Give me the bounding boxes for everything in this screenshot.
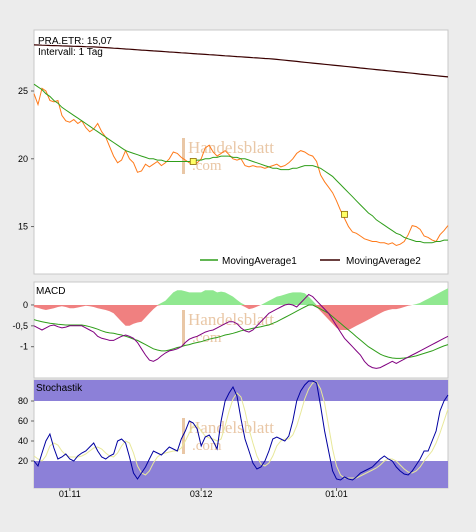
price-panel: Handelsblatt .com PRA.ETR: 15,07 Interva… [18, 29, 449, 275]
macd-title: MACD [36, 286, 65, 297]
macd-histogram-negative [34, 305, 448, 330]
watermark: Handelsblatt .com [182, 138, 274, 174]
macd-panel: Handelsblatt .com 0 -0,5 -1 MACD [12, 281, 449, 379]
y-tick-label: 80 [18, 396, 28, 406]
y-tick-label: 25 [18, 86, 28, 96]
x-tick-label: 01.11 [59, 489, 81, 499]
svg-text:.com: .com [192, 438, 222, 454]
signal-marker [189, 158, 197, 165]
stochastik-y-ticks: 80 60 40 20 [18, 396, 34, 466]
legend-label-movingaverage1: MovingAverage1 [222, 256, 297, 267]
y-tick-label: -1 [20, 342, 28, 352]
series-macd-line [33, 293, 449, 369]
x-axis-ticks: 01.11 03.12 01.01 [59, 488, 348, 499]
y-tick-label: 0 [23, 300, 28, 310]
svg-text:.com: .com [192, 158, 222, 174]
svg-text:.com: .com [192, 330, 222, 346]
stochastik-band [34, 380, 448, 401]
x-tick-label: 03.12 [190, 489, 213, 499]
macd-y-ticks: 0 -0,5 -1 [12, 300, 34, 352]
svg-text:Handelsblatt: Handelsblatt [188, 138, 274, 157]
y-tick-label: 20 [18, 154, 28, 164]
series-movingaverage1-line [33, 83, 448, 244]
x-tick-label: 01.01 [325, 489, 348, 499]
y-tick-label: 60 [18, 416, 28, 426]
stochastik-panel: Handelsblatt .com 80 60 40 20 Stochastik [18, 379, 449, 489]
y-tick-label: 15 [18, 222, 28, 232]
legend: MovingAverage1 MovingAverage2 [200, 256, 421, 267]
series-stochastik-d-line [33, 381, 449, 479]
macd-histogram [34, 288, 448, 330]
series-stochastik-k-line [33, 380, 449, 481]
svg-text:Handelsblatt: Handelsblatt [188, 418, 274, 437]
watermark: Handelsblatt .com [182, 418, 274, 454]
signal-marker [341, 210, 348, 218]
watermark: Handelsblatt .com [182, 310, 274, 346]
y-tick-label: -0,5 [12, 321, 28, 331]
svg-text:Handelsblatt: Handelsblatt [188, 310, 274, 329]
price-markers [189, 158, 348, 218]
y-tick-label: 40 [18, 436, 28, 446]
y-tick-label: 20 [18, 456, 28, 466]
price-title: PRA.ETR: 15,07 [38, 36, 112, 47]
series-movingaverage2-line [33, 44, 449, 78]
price-y-ticks: 15 20 25 [18, 86, 34, 232]
price-plot-area [33, 29, 449, 275]
series-macd-signal-line [33, 304, 449, 359]
price-subtitle: Intervall: 1 Tag [38, 47, 103, 58]
stochastik-title: Stochastik [36, 383, 83, 394]
legend-label-movingaverage2: MovingAverage2 [346, 256, 421, 267]
stochastik-band [34, 461, 448, 488]
macd-plot-area [33, 281, 449, 379]
